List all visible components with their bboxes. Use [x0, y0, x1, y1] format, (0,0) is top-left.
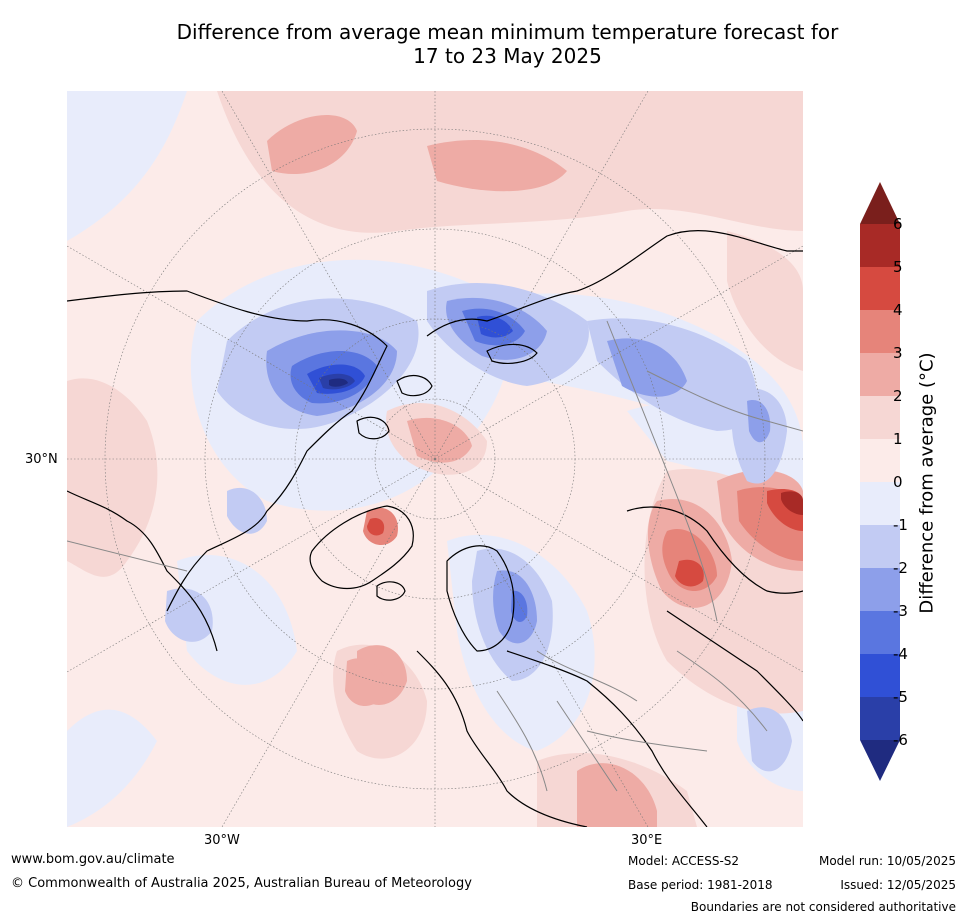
colorbar-band-minus6_to_minus5: [860, 697, 900, 740]
colorbar-tick-label: -3: [893, 602, 908, 620]
colorbar-tick-label: -6: [893, 731, 908, 749]
colorbar-tick-label: 3: [893, 344, 903, 362]
issued-date: Issued: 12/05/2025: [840, 878, 956, 892]
colorbar: [860, 182, 900, 781]
colorbar-band-5_to_6: [860, 224, 900, 267]
temperature-anomaly-map: [67, 91, 803, 827]
base-period: Base period: 1981-2018: [628, 878, 773, 892]
map-title-line1: Difference from average mean minimum tem…: [176, 20, 839, 44]
anomaly-cold-intense: [290, 308, 528, 623]
colorbar-band-minus1_to_0: [860, 482, 900, 525]
colorbar-band-4_to_5: [860, 267, 900, 310]
colorbar-band-minus5_to_minus4: [860, 654, 900, 697]
colorbar-band-2_to_3: [860, 353, 900, 396]
colorbar-band-0_to_1: [860, 439, 900, 482]
model-name: Model: ACCESS-S2: [628, 854, 740, 868]
colorbar-tick-label: -5: [893, 688, 908, 706]
colorbar-band-minus4_to_minus3: [860, 611, 900, 654]
colorbar-tick-label: 5: [893, 258, 903, 276]
colorbar-band-minus2_to_minus1: [860, 525, 900, 568]
colorbar-extend-above-6: [860, 182, 900, 224]
colorbar-band-1_to_2: [860, 396, 900, 439]
colorbar-extend-below-minus6: [860, 740, 900, 781]
colorbar-tick-label: 6: [893, 215, 903, 233]
colorbar-band-minus3_to_minus2: [860, 568, 900, 611]
colorbar-tick-label: 4: [893, 301, 903, 319]
colorbar-tick-label: 1: [893, 430, 903, 448]
latitude-label-30n: 30°N: [25, 452, 58, 467]
graticule: [67, 91, 803, 827]
anomaly-warm-strong: [363, 487, 803, 591]
colorbar-tick-label: 2: [893, 387, 903, 405]
map-title-line2: 17 to 23 May 2025: [413, 44, 602, 68]
boundaries-disclaimer: Boundaries are not considered authoritat…: [690, 900, 956, 914]
model-run-date: Model run: 10/05/2025: [818, 854, 956, 868]
longitude-label-30e: 30°E: [631, 833, 663, 848]
country-borders: [67, 320, 803, 792]
colorbar-tick-label: 0: [893, 473, 903, 491]
colorbar-tick-label: -1: [893, 516, 908, 534]
website-link[interactable]: www.bom.gov.au/climate: [11, 852, 175, 867]
map-title: Difference from average mean minimum tem…: [60, 20, 955, 68]
colorbar-tick-label: -2: [893, 559, 908, 577]
coastlines: [67, 230, 803, 827]
longitude-label-30w: 30°W: [204, 833, 240, 848]
copyright-text: © Commonwealth of Australia 2025, Austra…: [11, 876, 472, 891]
colorbar-band-3_to_4: [860, 310, 900, 353]
colorbar-tick-label: -4: [893, 645, 908, 663]
colorbar-label: Difference from average (°C): [916, 352, 938, 614]
